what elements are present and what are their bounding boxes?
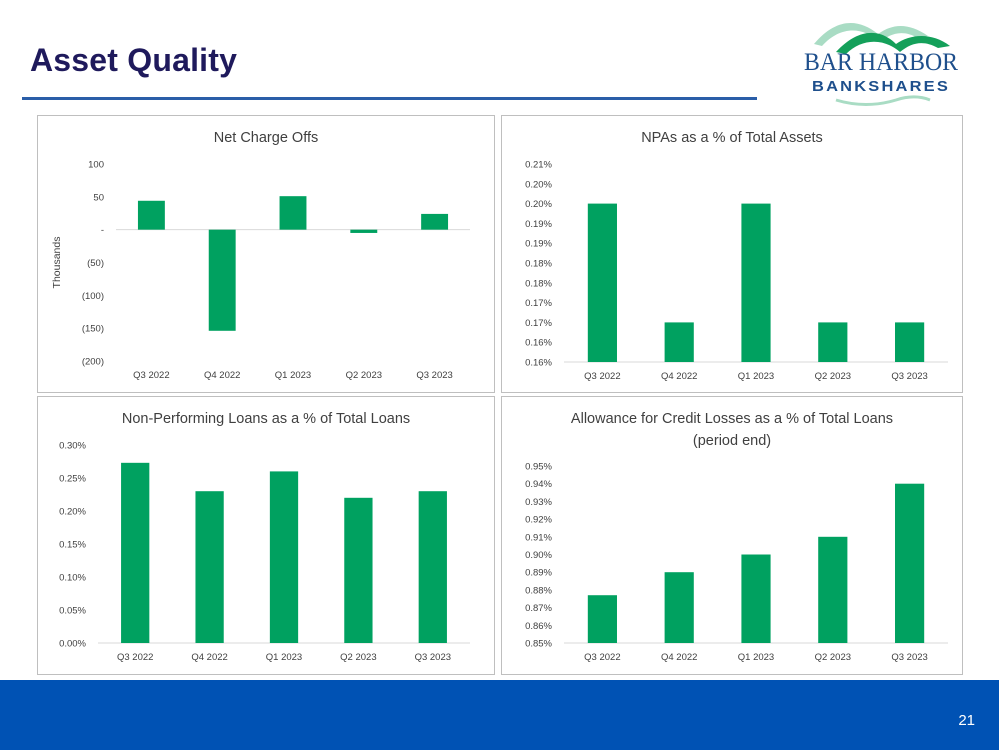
chart-ncos-ytick-label: (50) bbox=[87, 258, 104, 269]
chart-npas-ytick-label: 0.16% bbox=[525, 338, 552, 349]
chart-acl-xtick-label: Q2 2023 bbox=[815, 652, 851, 663]
chart-panel-net-charge-offs: Net Charge Offs 100 50 - (50) (100) (150) (200)… bbox=[37, 115, 495, 393]
chart-ncos-xtick-label: Q2 2023 bbox=[346, 370, 382, 381]
chart-npls: Non-Performing Loans as a % of Total Loa… bbox=[59, 411, 470, 663]
chart-ncos-bar-q2-2023 bbox=[350, 229, 378, 233]
chart-acl: Allowance for Credit Losses as a % of To… bbox=[525, 411, 948, 663]
chart-acl-ytick-label: 0.85% bbox=[525, 639, 552, 650]
chart-acl-bar-q4-2022 bbox=[664, 572, 694, 643]
logo-line2: BANKSHARES bbox=[812, 78, 950, 95]
chart-ncos-bar-q1-2023 bbox=[279, 196, 307, 230]
chart-acl-ytick-label: 0.91% bbox=[525, 532, 552, 543]
title-underline bbox=[22, 97, 757, 100]
chart-net-charge-offs: Net Charge Offs 100 50 - (50) (100) (150) (200)… bbox=[51, 130, 470, 381]
chart-npls-bar-q3-2023 bbox=[418, 491, 447, 643]
chart-acl-ytick-label: 0.95% bbox=[525, 462, 552, 473]
chart-npas-xtick-label: Q2 2023 bbox=[815, 371, 851, 382]
chart-acl-title-line-1: Allowance for Credit Losses as a % of To… bbox=[571, 411, 893, 427]
chart-npas-xtick-label: Q1 2023 bbox=[738, 371, 774, 382]
chart-ncos-ytick-label: (100) bbox=[82, 291, 104, 302]
chart-npas-ytick-label: 0.18% bbox=[525, 259, 552, 270]
chart-ncos-ytick-label: 100 bbox=[88, 160, 104, 171]
chart-npas-xtick-label: Q3 2023 bbox=[891, 371, 927, 382]
chart-acl-title-line-2: (period end) bbox=[693, 433, 771, 449]
chart-acl-xtick-label: Q3 2023 bbox=[891, 652, 927, 663]
logo-wave bbox=[835, 95, 931, 106]
page-title: Asset Quality bbox=[30, 42, 238, 78]
chart-npls-ytick-label: 0.10% bbox=[59, 573, 86, 584]
chart-ncos-xtick-label: Q1 2023 bbox=[275, 370, 311, 381]
chart-acl-ytick-label: 0.87% bbox=[525, 603, 552, 614]
page-number: 21 bbox=[958, 712, 975, 729]
chart-npas-bar-q3-2022 bbox=[587, 203, 617, 362]
chart-ncos-bar-q3-2022 bbox=[137, 200, 165, 230]
chart-ncos-ytick-label: (150) bbox=[82, 324, 104, 335]
chart-npas-bar-q3-2023 bbox=[895, 322, 925, 362]
chart-acl-xtick-label: Q4 2022 bbox=[661, 652, 697, 663]
chart-npls-xtick-label: Q2 2023 bbox=[340, 652, 376, 663]
chart-acl-xtick-label: Q3 2022 bbox=[584, 652, 620, 663]
chart-acl-bar-q1-2023 bbox=[741, 554, 771, 643]
chart-npas: NPAs as a % of Total Assets 0.21% 0.20% 0.2… bbox=[525, 130, 948, 382]
chart-panel-acl: Allowance for Credit Losses as a % of To… bbox=[501, 396, 963, 675]
chart-npas-xtick-label: Q3 2022 bbox=[584, 371, 620, 382]
chart-npls-xtick-label: Q1 2023 bbox=[266, 652, 302, 663]
chart-npas-ytick-label: 0.20% bbox=[525, 199, 552, 210]
chart-npas-bar-q1-2023 bbox=[741, 203, 771, 362]
chart-acl-ytick-label: 0.89% bbox=[525, 568, 552, 579]
chart-npas-ytick-label: 0.18% bbox=[525, 278, 552, 289]
chart-npas-ytick-label: 0.21% bbox=[525, 160, 552, 171]
chart-npls-ytick-label: 0.05% bbox=[59, 606, 86, 617]
chart-npas-ytick-label: 0.16% bbox=[525, 358, 552, 369]
chart-npls-ytick-label: 0.30% bbox=[59, 441, 86, 452]
chart-npls-xtick-label: Q3 2022 bbox=[117, 652, 153, 663]
chart-acl-ytick-label: 0.92% bbox=[525, 515, 552, 526]
chart-npas-ytick-label: 0.17% bbox=[525, 298, 552, 309]
chart-acl-bar-q3-2022 bbox=[587, 595, 617, 643]
chart-acl-ytick-label: 0.88% bbox=[525, 585, 552, 596]
footer-bar: 21 bbox=[0, 680, 999, 750]
chart-npas-ytick-label: 0.20% bbox=[525, 179, 552, 190]
chart-ncos-ytick-label: - bbox=[101, 225, 104, 236]
logo-line1: BAR HARBOR bbox=[804, 49, 958, 76]
chart-npls-xtick-label: Q4 2022 bbox=[191, 652, 227, 663]
chart-npas-ytick-label: 0.19% bbox=[525, 219, 552, 230]
chart-ncos-ylabel: Thousands bbox=[51, 237, 63, 289]
chart-acl-ytick-label: 0.94% bbox=[525, 479, 552, 490]
chart-ncos-ytick-label: (200) bbox=[82, 357, 104, 368]
bar-harbor-logo: BAR HARBOR BANKSHARES bbox=[804, 23, 958, 106]
chart-ncos-title-line-1: Net Charge Offs bbox=[214, 130, 319, 146]
chart-npas-bar-q2-2023 bbox=[818, 322, 848, 362]
chart-acl-ytick-label: 0.93% bbox=[525, 497, 552, 508]
logo-mountain-green bbox=[836, 32, 950, 54]
chart-ncos-bar-q4-2022 bbox=[208, 229, 236, 331]
chart-ncos-bar-q3-2023 bbox=[421, 213, 449, 230]
chart-npas-ytick-label: 0.17% bbox=[525, 318, 552, 329]
chart-npls-bar-q4-2022 bbox=[195, 491, 224, 643]
chart-npls-xtick-label: Q3 2023 bbox=[415, 652, 451, 663]
chart-acl-ytick-label: 0.86% bbox=[525, 621, 552, 632]
chart-npas-xtick-label: Q4 2022 bbox=[661, 371, 697, 382]
chart-acl-ytick-label: 0.90% bbox=[525, 550, 552, 561]
chart-npls-ytick-label: 0.00% bbox=[59, 639, 86, 650]
chart-ncos-xtick-label: Q3 2022 bbox=[133, 370, 169, 381]
chart-acl-bar-q3-2023 bbox=[895, 483, 925, 643]
chart-panel-npas: NPAs as a % of Total Assets 0.21% 0.20% 0.2… bbox=[501, 115, 963, 393]
chart-npls-title-line-1: Non-Performing Loans as a % of Total Loa… bbox=[122, 411, 410, 427]
chart-ncos-xtick-label: Q3 2023 bbox=[416, 370, 452, 381]
chart-npls-bar-q3-2022 bbox=[121, 462, 150, 643]
chart-npls-bar-q2-2023 bbox=[344, 497, 373, 643]
chart-npls-ytick-label: 0.25% bbox=[59, 474, 86, 485]
chart-panel-npls: Non-Performing Loans as a % of Total Loa… bbox=[37, 396, 495, 675]
chart-npls-bar-q1-2023 bbox=[269, 471, 299, 643]
chart-acl-bar-q2-2023 bbox=[818, 536, 848, 643]
chart-npas-ytick-label: 0.19% bbox=[525, 239, 552, 250]
chart-npas-title-line-1: NPAs as a % of Total Assets bbox=[641, 130, 823, 146]
chart-npls-ytick-label: 0.20% bbox=[59, 507, 86, 518]
chart-npls-ytick-label: 0.15% bbox=[59, 540, 86, 551]
chart-ncos-ytick-label: 50 bbox=[93, 192, 104, 203]
chart-ncos-xtick-label: Q4 2022 bbox=[204, 370, 240, 381]
chart-npas-bar-q4-2022 bbox=[664, 322, 694, 362]
chart-acl-xtick-label: Q1 2023 bbox=[738, 652, 774, 663]
